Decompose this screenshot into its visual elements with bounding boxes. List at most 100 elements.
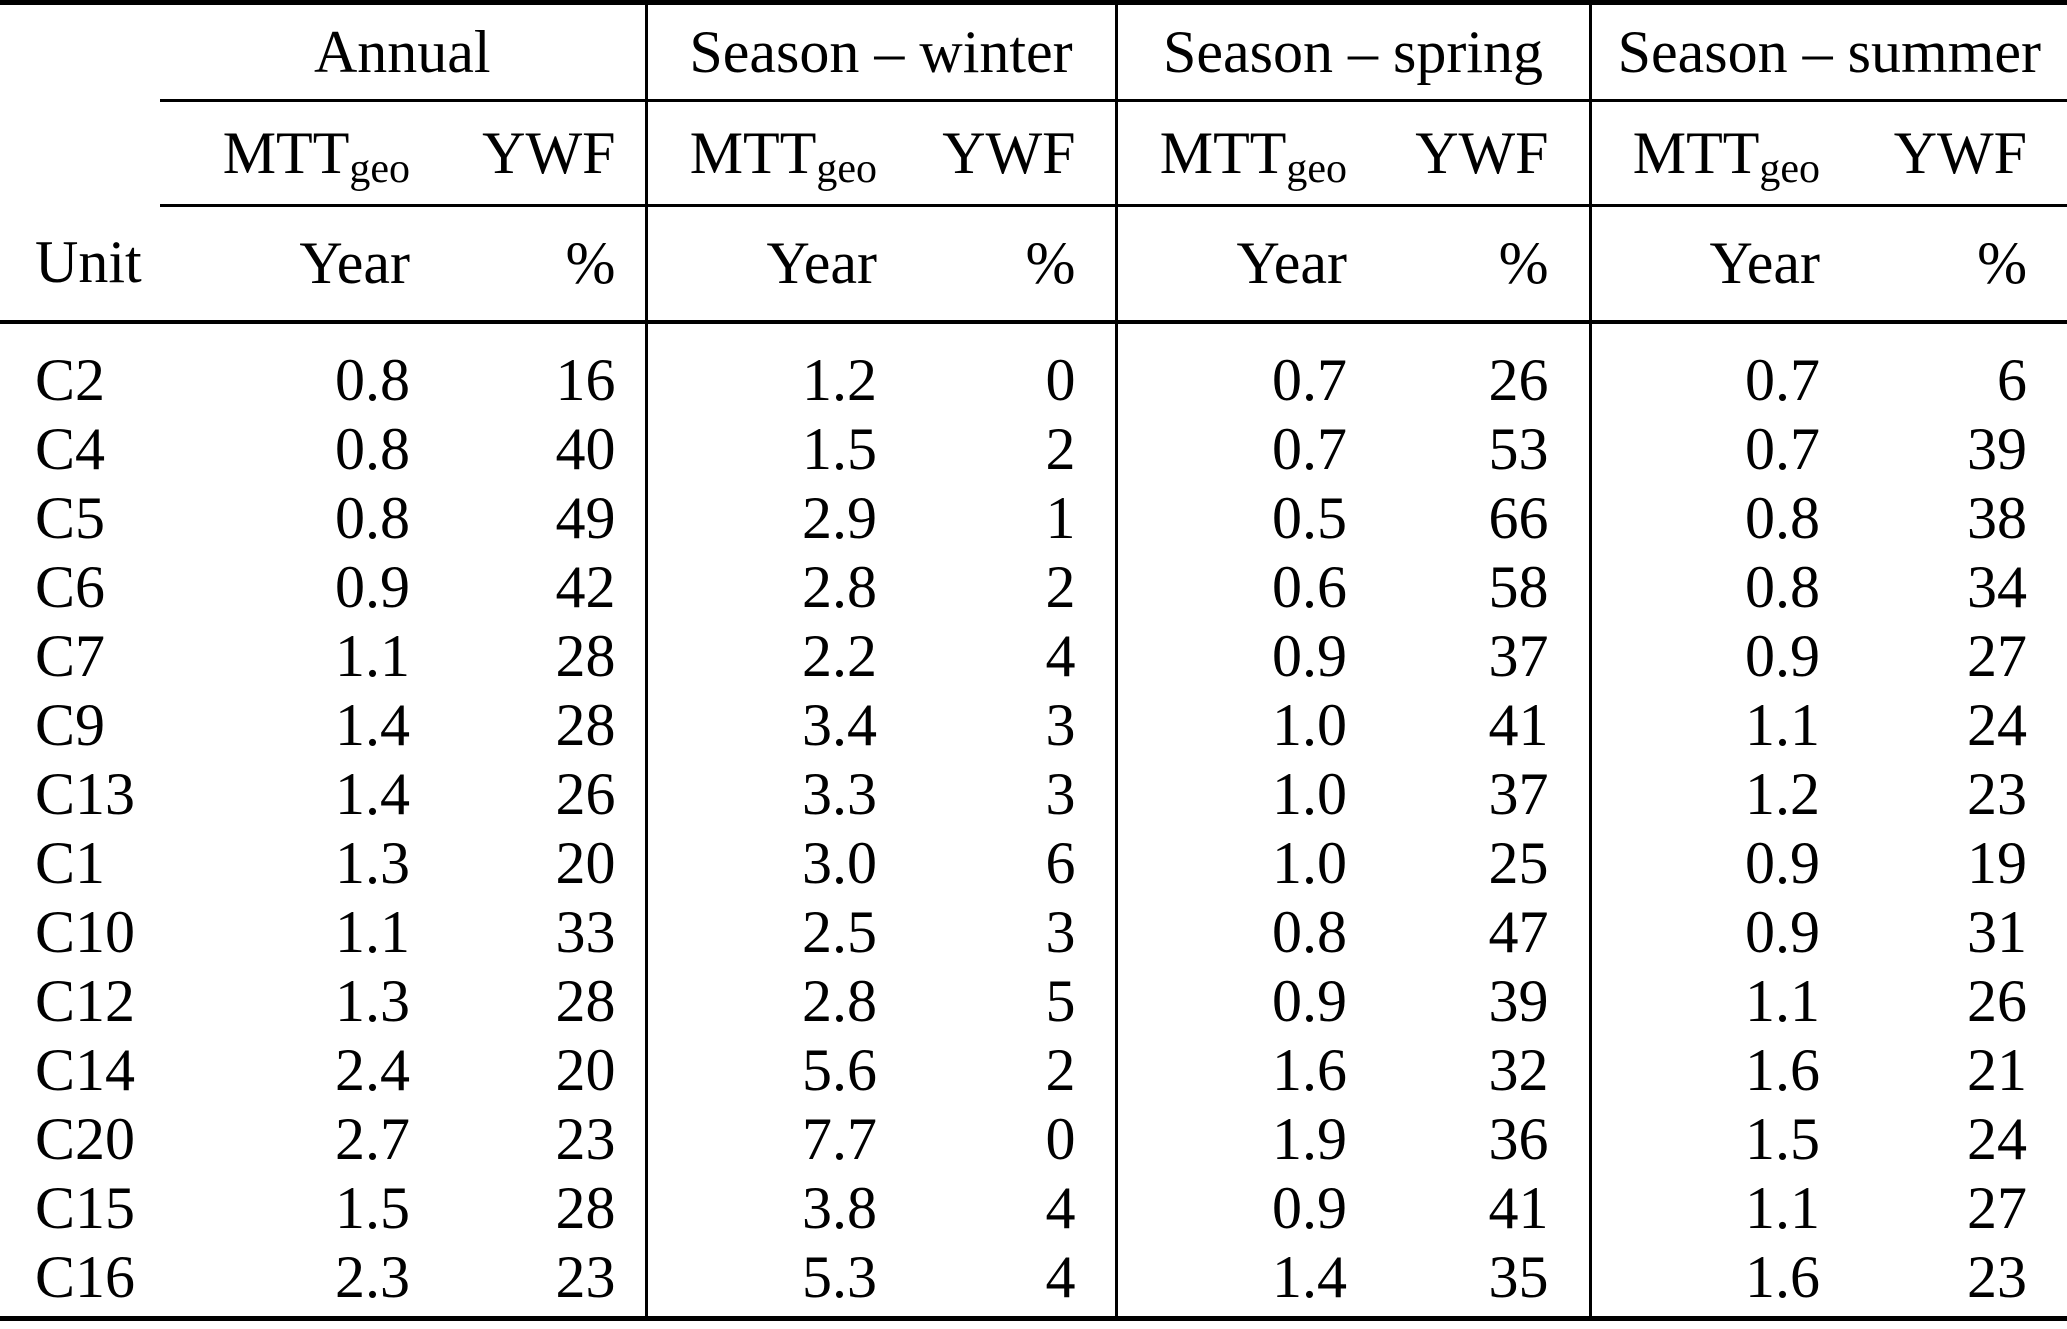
value-cell: 1.5: [335, 1174, 410, 1241]
value-cell: 0.9: [1272, 622, 1348, 689]
value-cell: 3: [881, 759, 1118, 829]
value-cell: 3.8: [802, 1174, 878, 1241]
table-row: C1 1.3 20 3.0 6 1.0 25 0.9 19: [0, 828, 2067, 898]
spacer-row: [0, 1311, 2067, 1319]
value-cell: 1.6: [1272, 1036, 1348, 1103]
col-group-season-spring: Season – spring: [1116, 2, 1592, 102]
mtt-label: MTT: [1159, 119, 1287, 186]
mtt-label: MTT: [1632, 119, 1760, 186]
value-cell: 23: [1967, 760, 2028, 827]
value-cell: 2.7: [335, 1105, 410, 1172]
value-cell: 27: [1967, 622, 2028, 689]
value-cell: 0.9: [1272, 1174, 1348, 1241]
value-cell: 34: [1967, 553, 2028, 620]
unit-column-header: Unit: [0, 205, 160, 324]
header-ywf-summer: YWF: [1824, 100, 2067, 207]
spacer-cell: [1590, 322, 2067, 346]
value-cell: 37: [1351, 621, 1592, 691]
col-group-season-winter: Season – winter: [646, 2, 1118, 102]
unit-cell: C14: [35, 1036, 136, 1103]
blank-cell: [0, 101, 160, 206]
header-ywf-annual: YWF: [412, 100, 648, 207]
header-mtt-spring: MTTgeo: [1116, 100, 1352, 207]
table-row: C10 1.1 33 2.5 3 0.8 47 0.9 31: [0, 897, 2067, 967]
value-cell: 1.1: [335, 622, 410, 689]
table-body: C2 0.8 16 1.2 0 0.7 26 0.7 6 C4 0.8 40 1.5 2 0.7 53 0.7 3…: [0, 321, 2067, 1319]
value-cell: 2.8: [802, 967, 878, 1034]
value-cell: 1.5: [1745, 1105, 1821, 1172]
value-cell: 23: [412, 1242, 648, 1312]
table-row: C16 2.3 23 5.3 4 1.4 35 1.6 23: [0, 1242, 2067, 1312]
unit-year-winter: Year: [646, 205, 882, 324]
table-row: C20 2.7 23 7.7 0 1.9 36 1.5 24: [0, 1104, 2067, 1174]
value-cell: 2.5: [802, 898, 878, 965]
unit-pct-annual: %: [412, 205, 648, 324]
value-cell: 31: [1967, 898, 2028, 965]
value-cell: 41: [1351, 690, 1592, 760]
value-cell: 5: [881, 966, 1118, 1036]
value-cell: 58: [1351, 552, 1592, 622]
value-cell: 0.8: [1745, 484, 1821, 551]
value-cell: 1.9: [1272, 1105, 1348, 1172]
value-cell: 16: [412, 345, 648, 415]
value-cell: 0.9: [1745, 622, 1821, 689]
value-cell: 25: [1351, 828, 1592, 898]
unit-cell: C7: [35, 622, 106, 689]
corner-blank-cell: [0, 3, 160, 101]
value-cell: 1.1: [335, 898, 410, 965]
value-cell: 1.0: [1272, 829, 1348, 896]
value-cell: 47: [1351, 897, 1592, 967]
value-cell: 1.5: [802, 415, 878, 482]
unit-cell: C16: [35, 1243, 136, 1310]
value-cell: 23: [1967, 1243, 2028, 1310]
header-ywf-spring: YWF: [1351, 100, 1592, 207]
value-cell: 28: [412, 1173, 648, 1243]
spacer-cell: [1116, 321, 1592, 346]
value-cell: 28: [412, 690, 648, 760]
value-cell: 1.4: [1272, 1243, 1348, 1310]
table-header: Annual Season – winter Season – spring S…: [0, 2, 2067, 324]
value-cell: 1.0: [1272, 691, 1348, 758]
value-cell: 1: [881, 483, 1118, 553]
value-cell: 53: [1351, 414, 1592, 484]
value-cell: 4: [881, 1173, 1118, 1243]
value-cell: 0.6: [1272, 553, 1348, 620]
value-cell: 24: [1967, 691, 2028, 758]
value-cell: 24: [1967, 1105, 2028, 1172]
value-cell: 32: [1351, 1035, 1592, 1105]
value-cell: 40: [412, 414, 648, 484]
unit-cell: C10: [35, 898, 136, 965]
mtt-label: MTT: [689, 119, 817, 186]
table-row: C15 1.5 28 3.8 4 0.9 41 1.1 27: [0, 1173, 2067, 1243]
value-cell: 2.9: [802, 484, 878, 551]
header-mtt-winter: MTTgeo: [646, 100, 882, 207]
mtt-subscript: geo: [1286, 145, 1348, 192]
metric-header-row: MTTgeo YWF MTTgeo YWF MTTgeo YWF MTTgeo …: [0, 100, 2067, 207]
value-cell: 19: [1967, 829, 2028, 896]
units-header-row: Unit Year % Year % Year % Year %: [0, 205, 2067, 324]
value-cell: 28: [412, 966, 648, 1036]
value-cell: 0.8: [1272, 898, 1348, 965]
value-cell: 28: [412, 621, 648, 691]
spacer-cell: [646, 1311, 1118, 1319]
unit-pct-summer: %: [1824, 205, 2067, 324]
header-mtt-summer: MTTgeo: [1590, 100, 1825, 207]
value-cell: 33: [412, 897, 648, 967]
value-cell: 1.4: [335, 760, 410, 827]
unit-cell: C9: [35, 691, 106, 758]
value-cell: 4: [881, 621, 1118, 691]
value-cell: 23: [412, 1104, 648, 1174]
value-cell: 27: [1967, 1174, 2028, 1241]
value-cell: 0.8: [335, 415, 410, 482]
mtt-subscript: geo: [349, 145, 410, 192]
value-cell: 6: [1997, 346, 2028, 413]
value-cell: 20: [412, 828, 648, 898]
value-cell: 42: [412, 552, 648, 622]
table-row: C13 1.4 26 3.3 3 1.0 37 1.2 23: [0, 759, 2067, 829]
value-cell: 0: [881, 345, 1118, 415]
table-row: C2 0.8 16 1.2 0 0.7 26 0.7 6: [0, 345, 2067, 415]
value-cell: 2: [881, 1035, 1118, 1105]
unit-cell: C4: [35, 415, 106, 482]
value-cell: 1.1: [1745, 691, 1821, 758]
